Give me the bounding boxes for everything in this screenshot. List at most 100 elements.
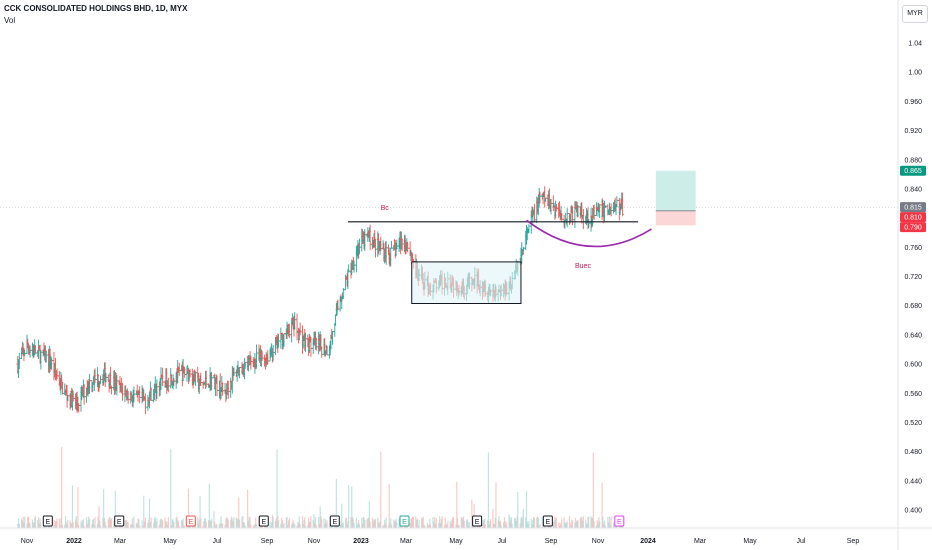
volume-bar xyxy=(570,525,572,528)
volume-bar xyxy=(142,525,144,528)
y-tick-label: 1.04 xyxy=(908,41,922,48)
volume-bar xyxy=(444,517,446,528)
volume-bar xyxy=(612,522,615,528)
price-axis-label-bg xyxy=(900,222,926,233)
volume-bar xyxy=(92,519,95,528)
volume-bar xyxy=(398,518,400,528)
volume-bar xyxy=(493,524,495,528)
earnings-icon[interactable]: E xyxy=(542,515,553,527)
position-stop-zone[interactable] xyxy=(655,210,696,226)
volume-bar xyxy=(200,518,202,528)
volume-bar xyxy=(107,519,109,528)
volume-bar xyxy=(603,520,606,528)
volume-bar xyxy=(276,449,278,528)
volume-bar xyxy=(226,517,229,528)
volume-bar xyxy=(304,525,307,528)
volume-bar xyxy=(374,518,377,528)
volume-bar xyxy=(197,516,199,528)
volume-bar xyxy=(515,521,517,528)
volume-bar xyxy=(181,520,183,528)
volume-bar xyxy=(439,523,442,528)
volume-bar xyxy=(214,525,217,528)
price-axis-label[interactable]: 0.815 xyxy=(900,202,926,213)
earnings-icon[interactable]: E xyxy=(329,515,340,527)
earnings-icon[interactable]: E xyxy=(185,515,196,527)
earnings-icon-frame xyxy=(329,515,340,527)
earnings-icon[interactable]: E xyxy=(399,515,410,527)
price-axis-label[interactable]: 0.865 xyxy=(900,165,926,176)
volume-bar xyxy=(298,516,300,528)
volume-bar xyxy=(238,519,241,528)
volume-bar xyxy=(411,518,413,528)
consolidation-rectangle[interactable] xyxy=(411,261,522,304)
volume-bar xyxy=(22,516,24,528)
volume-bar xyxy=(37,520,39,528)
volume-bar xyxy=(173,521,175,528)
volume-bar xyxy=(243,522,245,528)
drawings[interactable]: Bc Buec xyxy=(347,170,696,304)
volume-bar xyxy=(520,518,522,528)
volume-bar xyxy=(592,517,594,528)
volume-bar xyxy=(377,517,379,528)
price-axis-label-bg xyxy=(900,165,926,176)
volume-bar xyxy=(533,517,535,528)
volume-bar xyxy=(294,523,296,528)
volume-bar xyxy=(441,516,443,528)
volume-bar xyxy=(203,521,205,528)
cup-curve[interactable] xyxy=(526,219,652,248)
symbol-title[interactable]: CCK CONSOLIDATED HOLDINGS BHD, 1D, MYX xyxy=(4,4,188,13)
volume-bar xyxy=(328,524,331,528)
currency-button[interactable]: MYR xyxy=(902,5,928,23)
volume-bar xyxy=(362,516,364,528)
volume-bar xyxy=(456,481,458,528)
volume-bar xyxy=(166,521,168,528)
volume-bar xyxy=(113,521,115,528)
volume-bar xyxy=(214,521,216,528)
volume-bar xyxy=(87,520,89,528)
volume-indicator-label[interactable]: Vol xyxy=(4,16,16,25)
volume-bar xyxy=(450,523,452,528)
volume-bar xyxy=(487,520,489,528)
y-tick-label: 0.480 xyxy=(904,449,922,456)
volume-bar xyxy=(248,516,250,528)
volume-bar xyxy=(153,523,155,528)
volume-bar xyxy=(341,523,344,528)
earnings-icon-frame xyxy=(114,515,125,527)
volume-bar xyxy=(458,524,460,528)
volume-bar xyxy=(82,519,84,528)
earnings-icon[interactable]: E xyxy=(114,515,125,527)
volume-bar xyxy=(222,523,224,528)
volume-bar xyxy=(536,516,539,528)
earnings-icon[interactable]: E xyxy=(614,515,625,527)
position-target-zone[interactable] xyxy=(655,170,696,211)
volume-bar xyxy=(591,517,593,528)
y-tick-label: 0.760 xyxy=(904,245,922,252)
volume-bar xyxy=(23,522,25,528)
volume-bar xyxy=(54,524,56,528)
volume-bar xyxy=(204,518,206,528)
volume-bar xyxy=(296,525,298,528)
earnings-icon-letter: E xyxy=(188,519,193,526)
volume-bar xyxy=(373,519,375,528)
volume-bar xyxy=(161,519,163,528)
volume-bar xyxy=(67,519,69,528)
volume-bar xyxy=(76,522,78,528)
price-axis-label[interactable]: 0.810 xyxy=(900,212,926,223)
volume-bar xyxy=(581,521,584,528)
volume-bar xyxy=(133,516,135,528)
volume-bar xyxy=(345,517,347,528)
earnings-icon[interactable]: E xyxy=(42,515,53,527)
volume-bar xyxy=(361,524,364,528)
volume-bar xyxy=(160,518,162,528)
volume-bar xyxy=(318,516,320,528)
volume-bar xyxy=(538,525,540,528)
volume-bar xyxy=(72,521,74,528)
earnings-icon[interactable]: E xyxy=(258,515,269,527)
volume-bar xyxy=(598,517,600,528)
price-axis-label[interactable]: 0.790 xyxy=(900,222,926,233)
earnings-icon-letter: E xyxy=(475,519,480,526)
earnings-icon[interactable]: E xyxy=(472,515,483,527)
